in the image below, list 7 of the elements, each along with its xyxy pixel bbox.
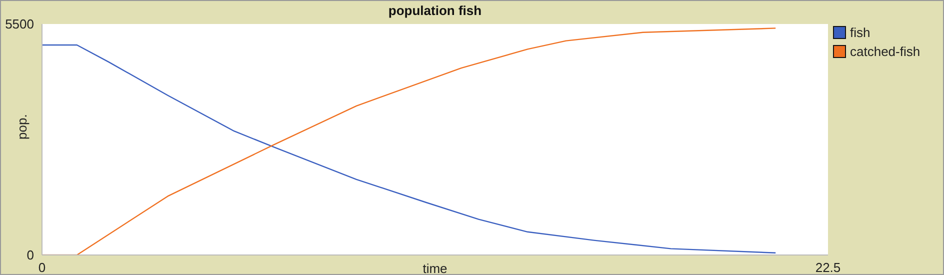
x-axis-title: time — [422, 261, 448, 275]
legend-label: catched-fish — [850, 44, 920, 59]
x-tick-label: 22.5 — [815, 260, 841, 275]
chart-title: population fish — [387, 3, 483, 18]
legend-label: fish — [850, 25, 870, 40]
y-tick-label: 5500 — [5, 16, 34, 32]
y-axis-title: pop. — [14, 114, 30, 140]
